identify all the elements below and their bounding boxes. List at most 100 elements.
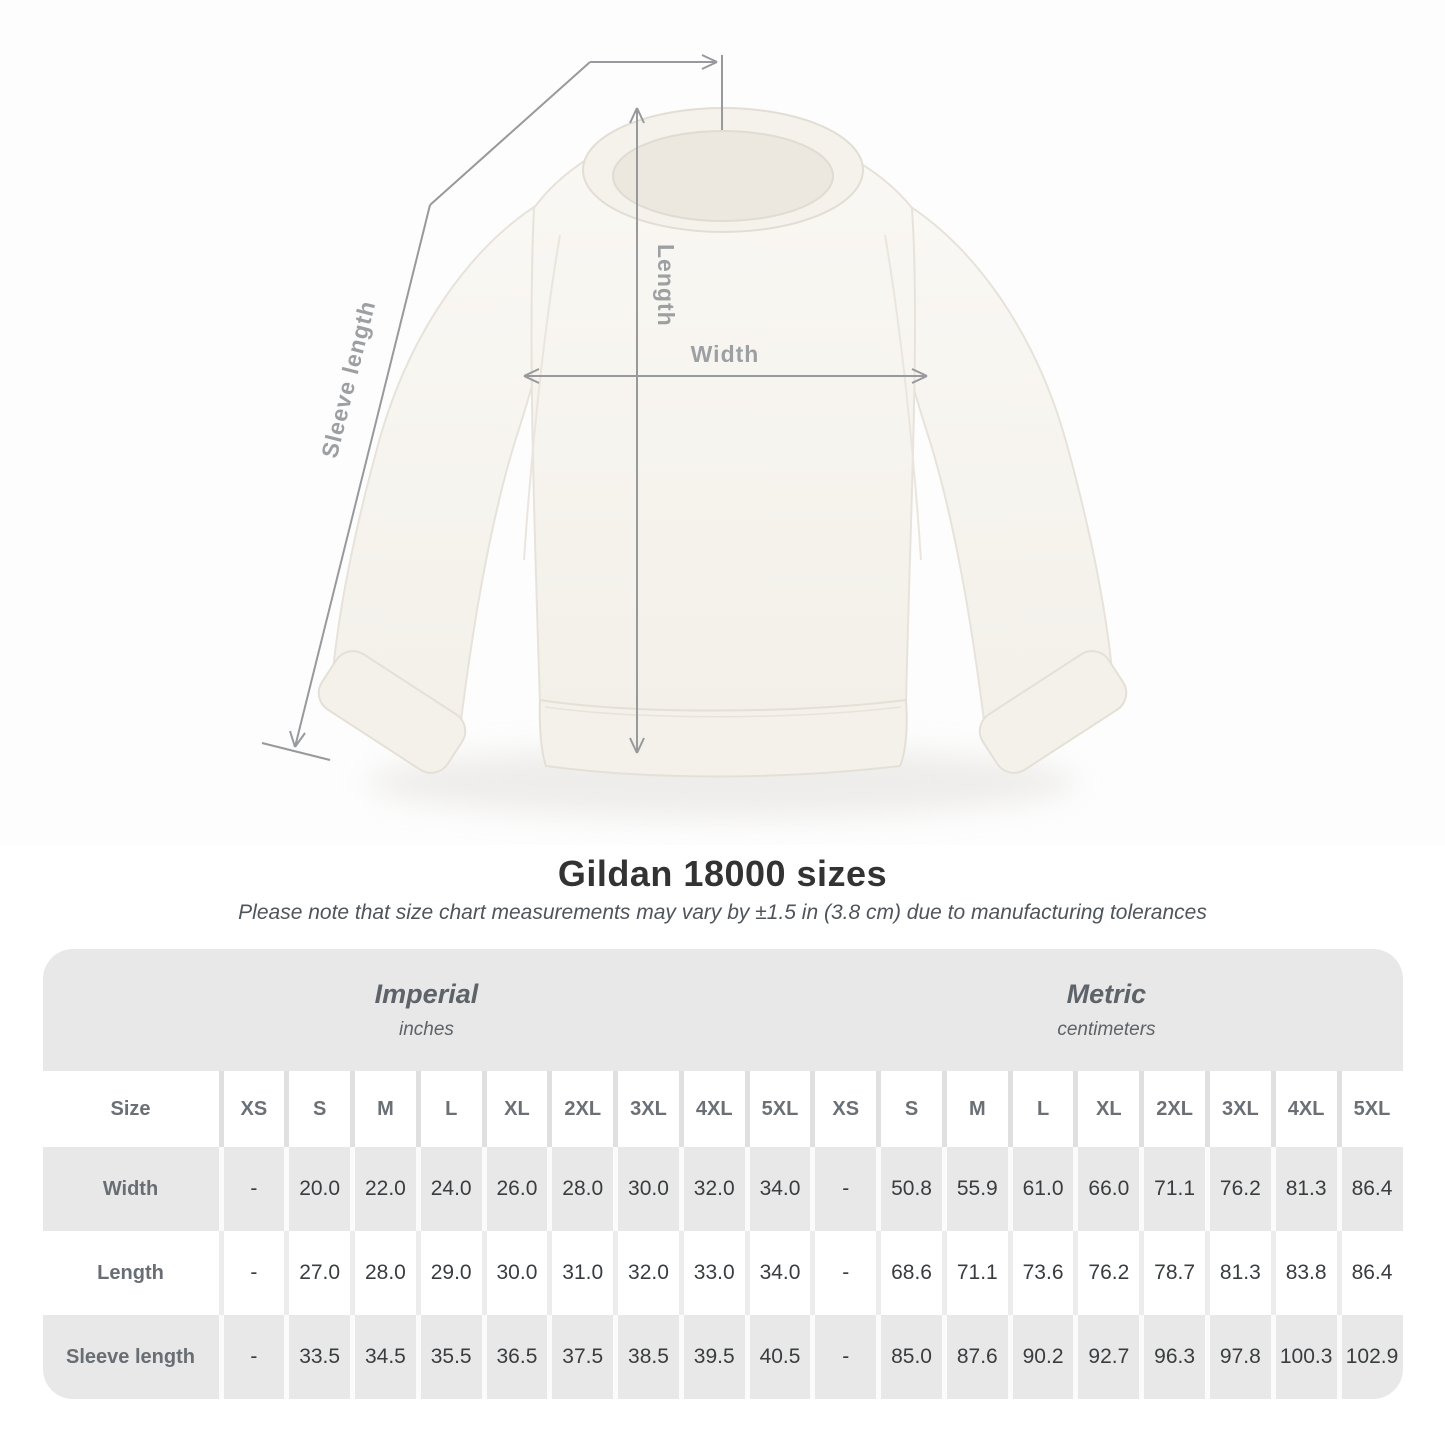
imperial-unit-name: Imperial (374, 979, 479, 1009)
measurement-cell: - (810, 1315, 877, 1399)
size-col-header: S (876, 1071, 942, 1147)
measurement-cell: 78.7 (1139, 1231, 1205, 1315)
measurement-cell: 97.8 (1204, 1315, 1271, 1399)
row-label: Length (42, 1231, 219, 1315)
size-col-header: 2XL (1139, 1071, 1205, 1147)
measurement-cell: 34.0 (744, 1231, 811, 1315)
metric-unit-name: Metric (1066, 979, 1147, 1009)
measurement-cell: 30.0 (613, 1147, 679, 1231)
measurement-cell: - (218, 1231, 285, 1315)
measurement-cell: 90.2 (1007, 1315, 1074, 1399)
measurement-cell: 96.3 (1139, 1315, 1205, 1399)
measurement-cell: 71.1 (941, 1231, 1008, 1315)
measurement-cell: 76.2 (1204, 1147, 1271, 1231)
measurement-cell: 24.0 (415, 1147, 482, 1231)
measurement-cell: 36.5 (481, 1315, 548, 1399)
length-arrow-bottom (629, 737, 645, 754)
size-col-header: 4XL (1270, 1071, 1337, 1147)
length-arrow-top (629, 107, 645, 124)
imperial-unit-header: Imperial inches (42, 949, 811, 1071)
measurement-cell: 83.8 (1270, 1231, 1337, 1315)
measurement-cell: - (218, 1315, 285, 1399)
row-label: Width (42, 1147, 219, 1231)
measurement-cell: 86.4 (1336, 1147, 1403, 1231)
measurement-cell: 40.5 (744, 1315, 811, 1399)
sleeve-arrow-bottom (289, 730, 306, 748)
measurement-cell: 33.5 (284, 1315, 351, 1399)
imperial-unit-sub: inches (398, 1019, 454, 1040)
size-col-header: S (284, 1071, 351, 1147)
measurement-cell: 35.5 (415, 1315, 482, 1399)
measurement-cell: 73.6 (1007, 1231, 1074, 1315)
measurement-cell: - (810, 1147, 877, 1231)
measurement-cell: 81.3 (1204, 1231, 1271, 1315)
measurement-cell: 86.4 (1336, 1231, 1403, 1315)
unit-header-row: Imperial inches Metric centimeters (42, 949, 1403, 1071)
collar-opening (612, 130, 834, 222)
hem-band (538, 698, 908, 778)
size-col-header: XS (810, 1071, 877, 1147)
measurement-cell: 26.0 (481, 1147, 548, 1231)
measurement-cell: 28.0 (350, 1231, 416, 1315)
measurement-cell: 87.6 (941, 1315, 1008, 1399)
measurement-row: Sleeve length -33.5 34.5 35.5 36.5 37.5 38.5 39… (42, 1315, 1403, 1399)
measurement-cell: 50.8 (876, 1147, 942, 1231)
measurement-cell: 37.5 (547, 1315, 614, 1399)
measurement-cell: 22.0 (350, 1147, 416, 1231)
measurement-cell: 30.0 (481, 1231, 548, 1315)
measurement-cell: 32.0 (613, 1231, 679, 1315)
length-label: Length (653, 244, 679, 327)
sleeve-diagonal-upper (429, 61, 591, 206)
size-col-header: L (415, 1071, 482, 1147)
measurement-cell: 71.1 (1139, 1147, 1205, 1231)
measurement-cell: 100.3 (1270, 1315, 1337, 1399)
measurement-cell: 102.9 (1336, 1315, 1403, 1399)
size-col-header: 3XL (613, 1071, 679, 1147)
hem-seam (544, 706, 902, 718)
right-cuff (978, 650, 1128, 774)
width-arrow-right (911, 368, 928, 384)
size-col-header: XS (218, 1071, 285, 1147)
measurement-cell: 81.3 (1270, 1147, 1337, 1231)
size-col-header: 2XL (547, 1071, 614, 1147)
size-col-header: 3XL (1204, 1071, 1271, 1147)
page-title: Gildan 18000 sizes (557, 853, 888, 894)
size-col-header: 5XL (744, 1071, 811, 1147)
measurement-cell: 61.0 (1007, 1147, 1074, 1231)
size-col-header: M (941, 1071, 1008, 1147)
sweatshirt-diagram-svg: Width Length Sleeve length (261, 54, 1128, 818)
metric-unit-header: Metric centimeters (810, 949, 1403, 1071)
tolerance-note: Please note that size chart measurements… (238, 901, 1207, 924)
sleeve-dimension-line (294, 204, 431, 748)
measurement-row: Width -20.0 22.0 24.0 26.0 28.0 30.0 32.0 34.0-5… (42, 1147, 1403, 1231)
size-table: Imperial inches Metric centimeters Size … (42, 949, 1403, 1399)
product-measurement-diagram: Width Length Sleeve length (261, 54, 1128, 818)
measurement-cell: 29.0 (415, 1231, 482, 1315)
size-col-header: M (350, 1071, 416, 1147)
measurement-cell: 66.0 (1073, 1147, 1140, 1231)
measurement-cell: 76.2 (1073, 1231, 1140, 1315)
right-armhole-seam (884, 234, 922, 561)
size-col-header: 4XL (678, 1071, 745, 1147)
measurement-cell: 34.5 (350, 1315, 416, 1399)
measurement-cell: 33.0 (678, 1231, 745, 1315)
width-label: Width (691, 341, 760, 367)
measurement-cell: 68.6 (876, 1231, 942, 1315)
measurement-cell: 39.5 (678, 1315, 745, 1399)
size-col-header: XL (481, 1071, 548, 1147)
dimension-lines (261, 54, 928, 761)
measurement-cell: - (810, 1231, 877, 1315)
measurement-cell: 55.9 (941, 1147, 1008, 1231)
size-header-row: Size XS S M L XL 2XL 3XL 4XL 5XL XS S M L XL 2XL 3XL 4XL… (42, 1071, 1403, 1147)
measurement-cell: 92.7 (1073, 1315, 1140, 1399)
size-col-header: XL (1073, 1071, 1140, 1147)
measurement-row: Length -27.0 28.0 29.0 30.0 31.0 32.0 33.0 34.0-… (42, 1231, 1403, 1315)
measurement-cell: 38.5 (613, 1315, 679, 1399)
measurement-cell: 27.0 (284, 1231, 351, 1315)
measurement-cell: 31.0 (547, 1231, 614, 1315)
width-arrow-left (523, 368, 540, 384)
size-col-header: L (1007, 1071, 1074, 1147)
measurement-cell: 20.0 (284, 1147, 351, 1231)
measurement-cell: - (218, 1147, 285, 1231)
sleeve-arrow-right (701, 54, 718, 70)
